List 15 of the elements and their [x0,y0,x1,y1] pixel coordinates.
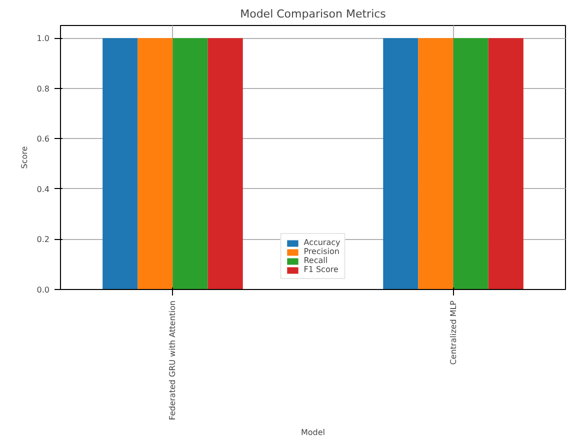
x-tick-label: Centralized MLP [448,300,458,365]
y-tick-label: 0.0 [36,286,50,294]
y-tick-label: 0.4 [36,184,50,194]
legend-label: F1 Score [304,265,338,274]
y-tick-label: 0.2 [36,235,50,244]
x-tick-label: Federated GRU with Attention [168,300,178,420]
legend-label: Precision [304,247,340,256]
x-axis-title: Model [300,428,326,438]
legend-label: Recall [304,256,328,265]
chart-title: Model Comparison Metrics [240,8,386,20]
legend-label: Accuracy [304,238,340,247]
y-tick-label: 0.8 [36,84,50,94]
y-tick-label: 1.0 [36,34,50,44]
y-tick-label: 0.6 [36,134,50,144]
y-axis-title: Score [20,146,29,169]
